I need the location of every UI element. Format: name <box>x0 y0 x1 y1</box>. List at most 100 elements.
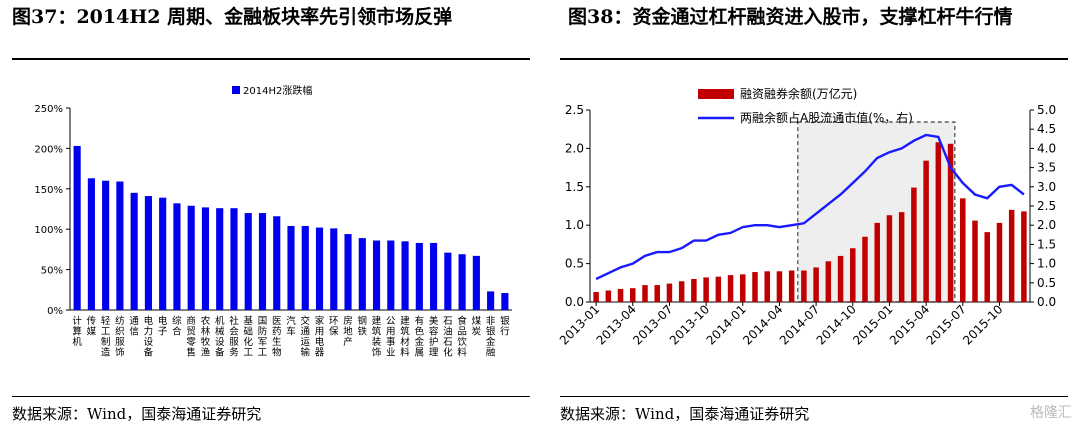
right-right-tick-label: 3.5 <box>1037 161 1056 175</box>
right-right-tick-label: 2.5 <box>1037 199 1056 213</box>
right-bar <box>642 285 648 302</box>
right-bar <box>593 292 599 302</box>
left-bar <box>187 205 195 310</box>
left-y-tick-label: 0% <box>47 306 63 317</box>
right-right-tick-label: 4.5 <box>1037 122 1056 136</box>
left-bar <box>487 291 495 310</box>
left-x-tick-label: 社会服务 <box>229 315 239 359</box>
left-x-tick-label: 基础化工 <box>243 315 253 359</box>
left-x-tick-label: 医药生物 <box>272 316 282 359</box>
watermark-logo: 格隆汇 <box>1030 405 1072 421</box>
right-bar <box>1008 209 1015 302</box>
left-bar <box>458 254 466 310</box>
left-source-note: 数据来源：Wind，国泰海通证券研究 <box>12 405 262 423</box>
right-legend-line-label: 两融余额占A股流通市值(%，右) <box>740 110 913 125</box>
left-bar <box>444 252 452 310</box>
right-bar <box>923 160 929 302</box>
left-bar <box>472 255 480 310</box>
right-right-tick-label: 5.0 <box>1037 103 1056 117</box>
right-figure-title: 图38：资金通过杠杆融资进入股市，支撑杠杆牛行情 <box>568 6 1013 28</box>
right-right-tick-label: 2.0 <box>1037 218 1056 232</box>
right-bar <box>666 283 673 302</box>
right-bar <box>898 212 905 302</box>
left-x-tick-label: 建筑装饰 <box>372 315 382 359</box>
left-x-tick-label: 农林牧渔 <box>201 315 211 359</box>
left-x-tick-label: 建筑材料 <box>400 315 410 359</box>
left-bar <box>501 293 509 310</box>
right-bar <box>837 255 844 302</box>
left-x-tick-label: 电力设备 <box>144 315 154 359</box>
right-bar <box>740 274 746 302</box>
left-x-tick-label: 汽车 <box>286 315 296 338</box>
left-bar <box>216 208 224 310</box>
left-bar <box>430 242 438 310</box>
left-chart-legend: 2014H2涨跌幅 <box>232 84 312 97</box>
right-right-tick-label: 4.0 <box>1037 141 1056 155</box>
left-x-tick-label: 食品饮料 <box>457 315 467 359</box>
left-x-tick-label: 钢铁 <box>358 315 368 338</box>
right-bar <box>678 281 685 302</box>
right-chart-line <box>595 133 1025 281</box>
left-y-tick-label: 100% <box>34 225 63 236</box>
left-legend-swatch <box>232 86 240 94</box>
right-right-tick-label: 3.0 <box>1037 180 1056 194</box>
left-bar <box>372 240 381 310</box>
left-x-tick-label: 综合 <box>172 315 182 338</box>
left-bar <box>159 197 167 310</box>
right-bar <box>654 285 660 302</box>
right-right-tick-label: 1.0 <box>1037 257 1056 271</box>
left-x-tick-label: 商贸零售 <box>186 315 196 359</box>
left-x-tick-label: 有色金属 <box>415 315 425 359</box>
left-x-tick-label: 传媒 <box>87 315 97 338</box>
right-left-tick-label: 2.0 <box>565 141 584 155</box>
left-bottom-rule <box>12 396 530 397</box>
right-left-tick-label: 1.0 <box>565 218 584 232</box>
left-chart-labels: 0% 50% 100% 150% 200% 250% 计算机传媒轻工制造纺织服饰通信电力设备… <box>34 104 510 359</box>
left-bar <box>344 234 352 310</box>
right-chart-legend: 融资融券余额(万亿元) 两融余额占A股流通市值(%，右) <box>698 86 913 125</box>
right-left-tick-label: 0.5 <box>565 257 584 271</box>
left-x-tick-label: 通信 <box>129 316 139 338</box>
right-bar <box>788 270 795 302</box>
right-bar <box>715 276 722 302</box>
left-x-tick-label: 国防军工 <box>258 316 268 359</box>
right-bar <box>605 290 612 302</box>
right-bar <box>960 198 966 302</box>
right-bar <box>825 261 832 302</box>
left-bar <box>73 145 81 310</box>
left-y-tick-label: 200% <box>34 144 63 155</box>
right-bar <box>691 278 697 302</box>
right-legend-bar-swatch <box>698 89 734 99</box>
right-bar <box>764 271 770 302</box>
left-bar <box>116 181 124 310</box>
right-bar <box>947 143 954 302</box>
right-x-tick-label: 2015-10 <box>960 302 1005 347</box>
right-chart-axes <box>586 109 1034 306</box>
right-bar <box>1021 211 1027 302</box>
left-x-tick-label: 石油石化 <box>443 316 453 359</box>
left-figure-title: 图37：2014H2 周期、金融板块率先引领市场反弹 <box>12 6 453 28</box>
left-bar <box>173 203 181 310</box>
left-x-tick-label: 计算机 <box>72 315 82 348</box>
right-left-tick-label: 0.0 <box>565 295 584 309</box>
left-bar <box>330 228 338 310</box>
left-bar <box>144 196 152 310</box>
right-bar <box>935 142 942 302</box>
left-legend-label: 2014H2涨跌幅 <box>243 84 312 97</box>
left-chart-bars <box>73 145 509 310</box>
right-bar <box>776 271 783 302</box>
left-bar <box>387 240 395 310</box>
left-x-tick-label: 交通运输 <box>301 315 311 359</box>
left-y-tick-label: 50% <box>41 266 63 277</box>
left-x-tick-label: 轻工制造 <box>101 315 111 359</box>
right-bar <box>703 277 709 302</box>
right-bar <box>727 275 734 302</box>
left-bar <box>230 208 238 310</box>
left-bar <box>401 241 409 310</box>
right-bottom-rule <box>560 396 1068 397</box>
left-bar <box>358 238 366 310</box>
right-bar <box>984 232 990 302</box>
right-bar <box>752 272 758 302</box>
left-bar <box>244 213 252 310</box>
right-right-tick-label: 0.5 <box>1037 276 1056 290</box>
